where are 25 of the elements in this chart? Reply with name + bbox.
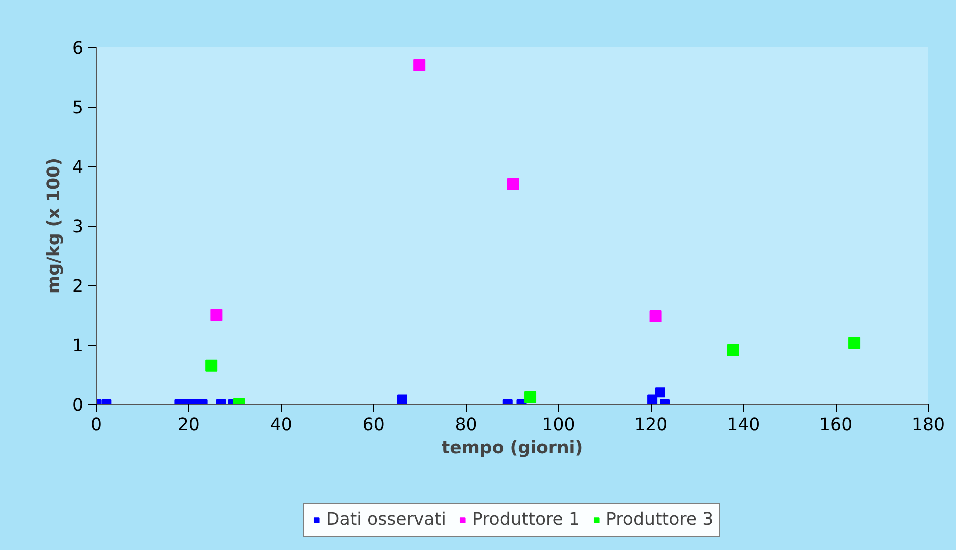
y-tick-label: 1 (72, 336, 84, 356)
point (650, 310, 662, 322)
y-tick-label: 2 (72, 277, 84, 297)
y-tick-label: 4 (72, 158, 84, 178)
legend-label: Dati osservati (326, 510, 446, 530)
x-tick-label: 40 (270, 416, 292, 436)
point (507, 178, 520, 190)
point (414, 59, 426, 72)
x-tick-label: 120 (634, 416, 668, 436)
x-axis-title: tempo (giorni) (442, 438, 584, 458)
y-axis-title: mg/kg (x 100) (44, 158, 64, 294)
y-tick-label: 0 (72, 396, 84, 416)
x-tick-label: 60 (362, 416, 385, 436)
y-tick-label: 6 (72, 39, 84, 59)
x-tick-label: 180 (912, 416, 946, 436)
x-tick-label: 20 (178, 416, 200, 436)
x-tick-label: 140 (727, 416, 760, 436)
y-tick-label: 3 (72, 218, 84, 238)
x-tick-label: 0 (90, 416, 102, 436)
legend-label: Produttore 3 (606, 510, 714, 530)
legend-label: Produttore 1 (472, 510, 580, 530)
x-tick-label: 160 (820, 416, 853, 436)
x-tick-label: 80 (455, 416, 478, 436)
x-tick-label: 100 (542, 416, 576, 436)
y-tick-label: 5 (72, 98, 84, 118)
